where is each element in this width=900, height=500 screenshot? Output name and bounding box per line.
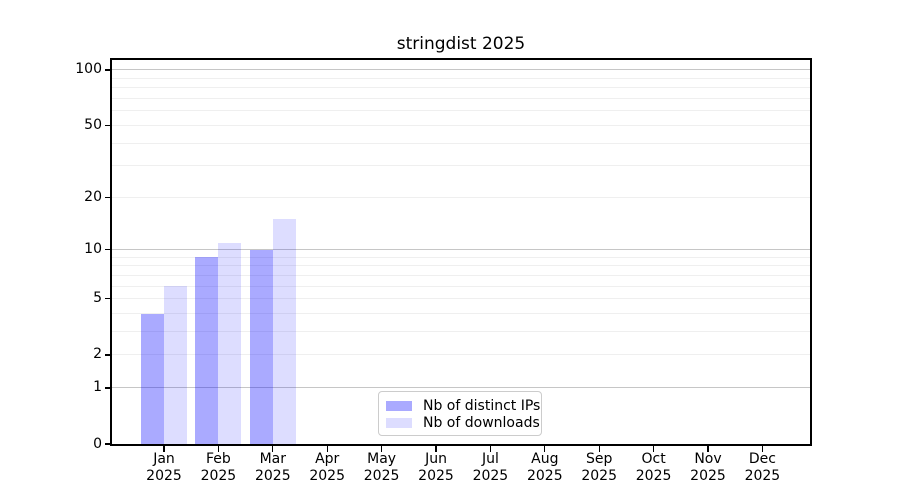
x-tick-mark [544,446,546,452]
x-tick-mark [435,446,437,452]
x-tick-label: Nov 2025 [690,451,726,484]
minor-gridline [112,98,810,100]
x-tick-mark [489,446,492,452]
x-tick-label: Dec 2025 [744,451,781,484]
minor-gridline [112,110,810,112]
x-tick-mark [163,446,165,452]
x-tick-mark [761,446,764,452]
major-gridline [112,249,810,251]
bar [164,286,187,444]
chart-title: stringdist 2025 [396,34,526,54]
legend-item-distinct-ips: Nb of distinct IPs [386,397,540,414]
major-gridline [112,69,810,71]
x-tick-mark [707,446,709,452]
bar [249,249,273,444]
y-tick-mark [105,69,112,71]
x-tick-mark [326,446,328,452]
minor-gridline [112,142,810,144]
y-tick-mark [105,443,112,445]
minor-gridline [112,196,810,198]
bar [218,242,242,444]
x-tick-mark [652,446,655,452]
x-tick-label: May 2025 [363,451,400,484]
y-tick-label: 10 [84,241,102,258]
minor-gridline [112,313,810,315]
minor-gridline [112,256,810,258]
y-tick-mark [105,196,112,198]
major-gridline [112,387,810,389]
minor-gridline [112,265,810,267]
minor-gridline [112,124,810,126]
y-tick-label: 1 [93,379,102,396]
plot-layers [112,60,810,444]
y-tick-label: 100 [75,61,102,78]
legend-swatch-downloads-icon [386,417,412,428]
minor-gridline [112,77,810,79]
x-tick-label: Apr 2025 [309,451,345,484]
x-tick-label: Jan 2025 [146,451,182,484]
y-tick-label: 0 [93,435,102,452]
bar [195,257,219,444]
legend-item-downloads: Nb of downloads [386,414,540,431]
y-tick-label: 2 [93,346,102,363]
minor-gridline [112,87,810,89]
x-tick-label: Jun 2025 [418,451,454,484]
minor-gridline [112,285,810,287]
x-tick-label: Aug 2025 [526,451,563,484]
x-tick-mark [272,446,274,452]
bar [272,219,296,444]
bar [141,313,164,444]
minor-gridline [112,165,810,167]
legend-label-downloads: Nb of downloads [423,414,540,431]
x-tick-label: Sep 2025 [581,451,617,484]
y-tick-mark [105,298,112,300]
x-tick-label: Jul 2025 [472,451,509,484]
legend: Nb of distinct IPs Nb of downloads [378,391,542,436]
legend-swatch-distinct-ips-icon [386,400,412,411]
y-tick-mark [105,387,112,389]
minor-gridline [112,274,810,276]
y-tick-mark [105,354,112,356]
legend-label-distinct-ips: Nb of distinct IPs [423,397,541,414]
x-tick-label: Oct 2025 [635,451,672,484]
y-tick-label: 50 [84,116,102,133]
minor-gridline [112,354,810,356]
x-tick-mark [598,446,600,452]
x-tick-mark [380,446,383,452]
y-tick-label: 5 [93,290,102,307]
x-tick-label: Feb 2025 [200,451,237,484]
x-tick-mark [217,446,220,452]
minor-gridline [112,298,810,300]
minor-gridline [112,331,810,333]
plot-area [110,58,812,446]
x-tick-label: Mar 2025 [254,451,291,484]
y-tick-label: 20 [84,188,102,205]
y-tick-mark [105,248,112,251]
y-tick-mark [105,124,112,127]
